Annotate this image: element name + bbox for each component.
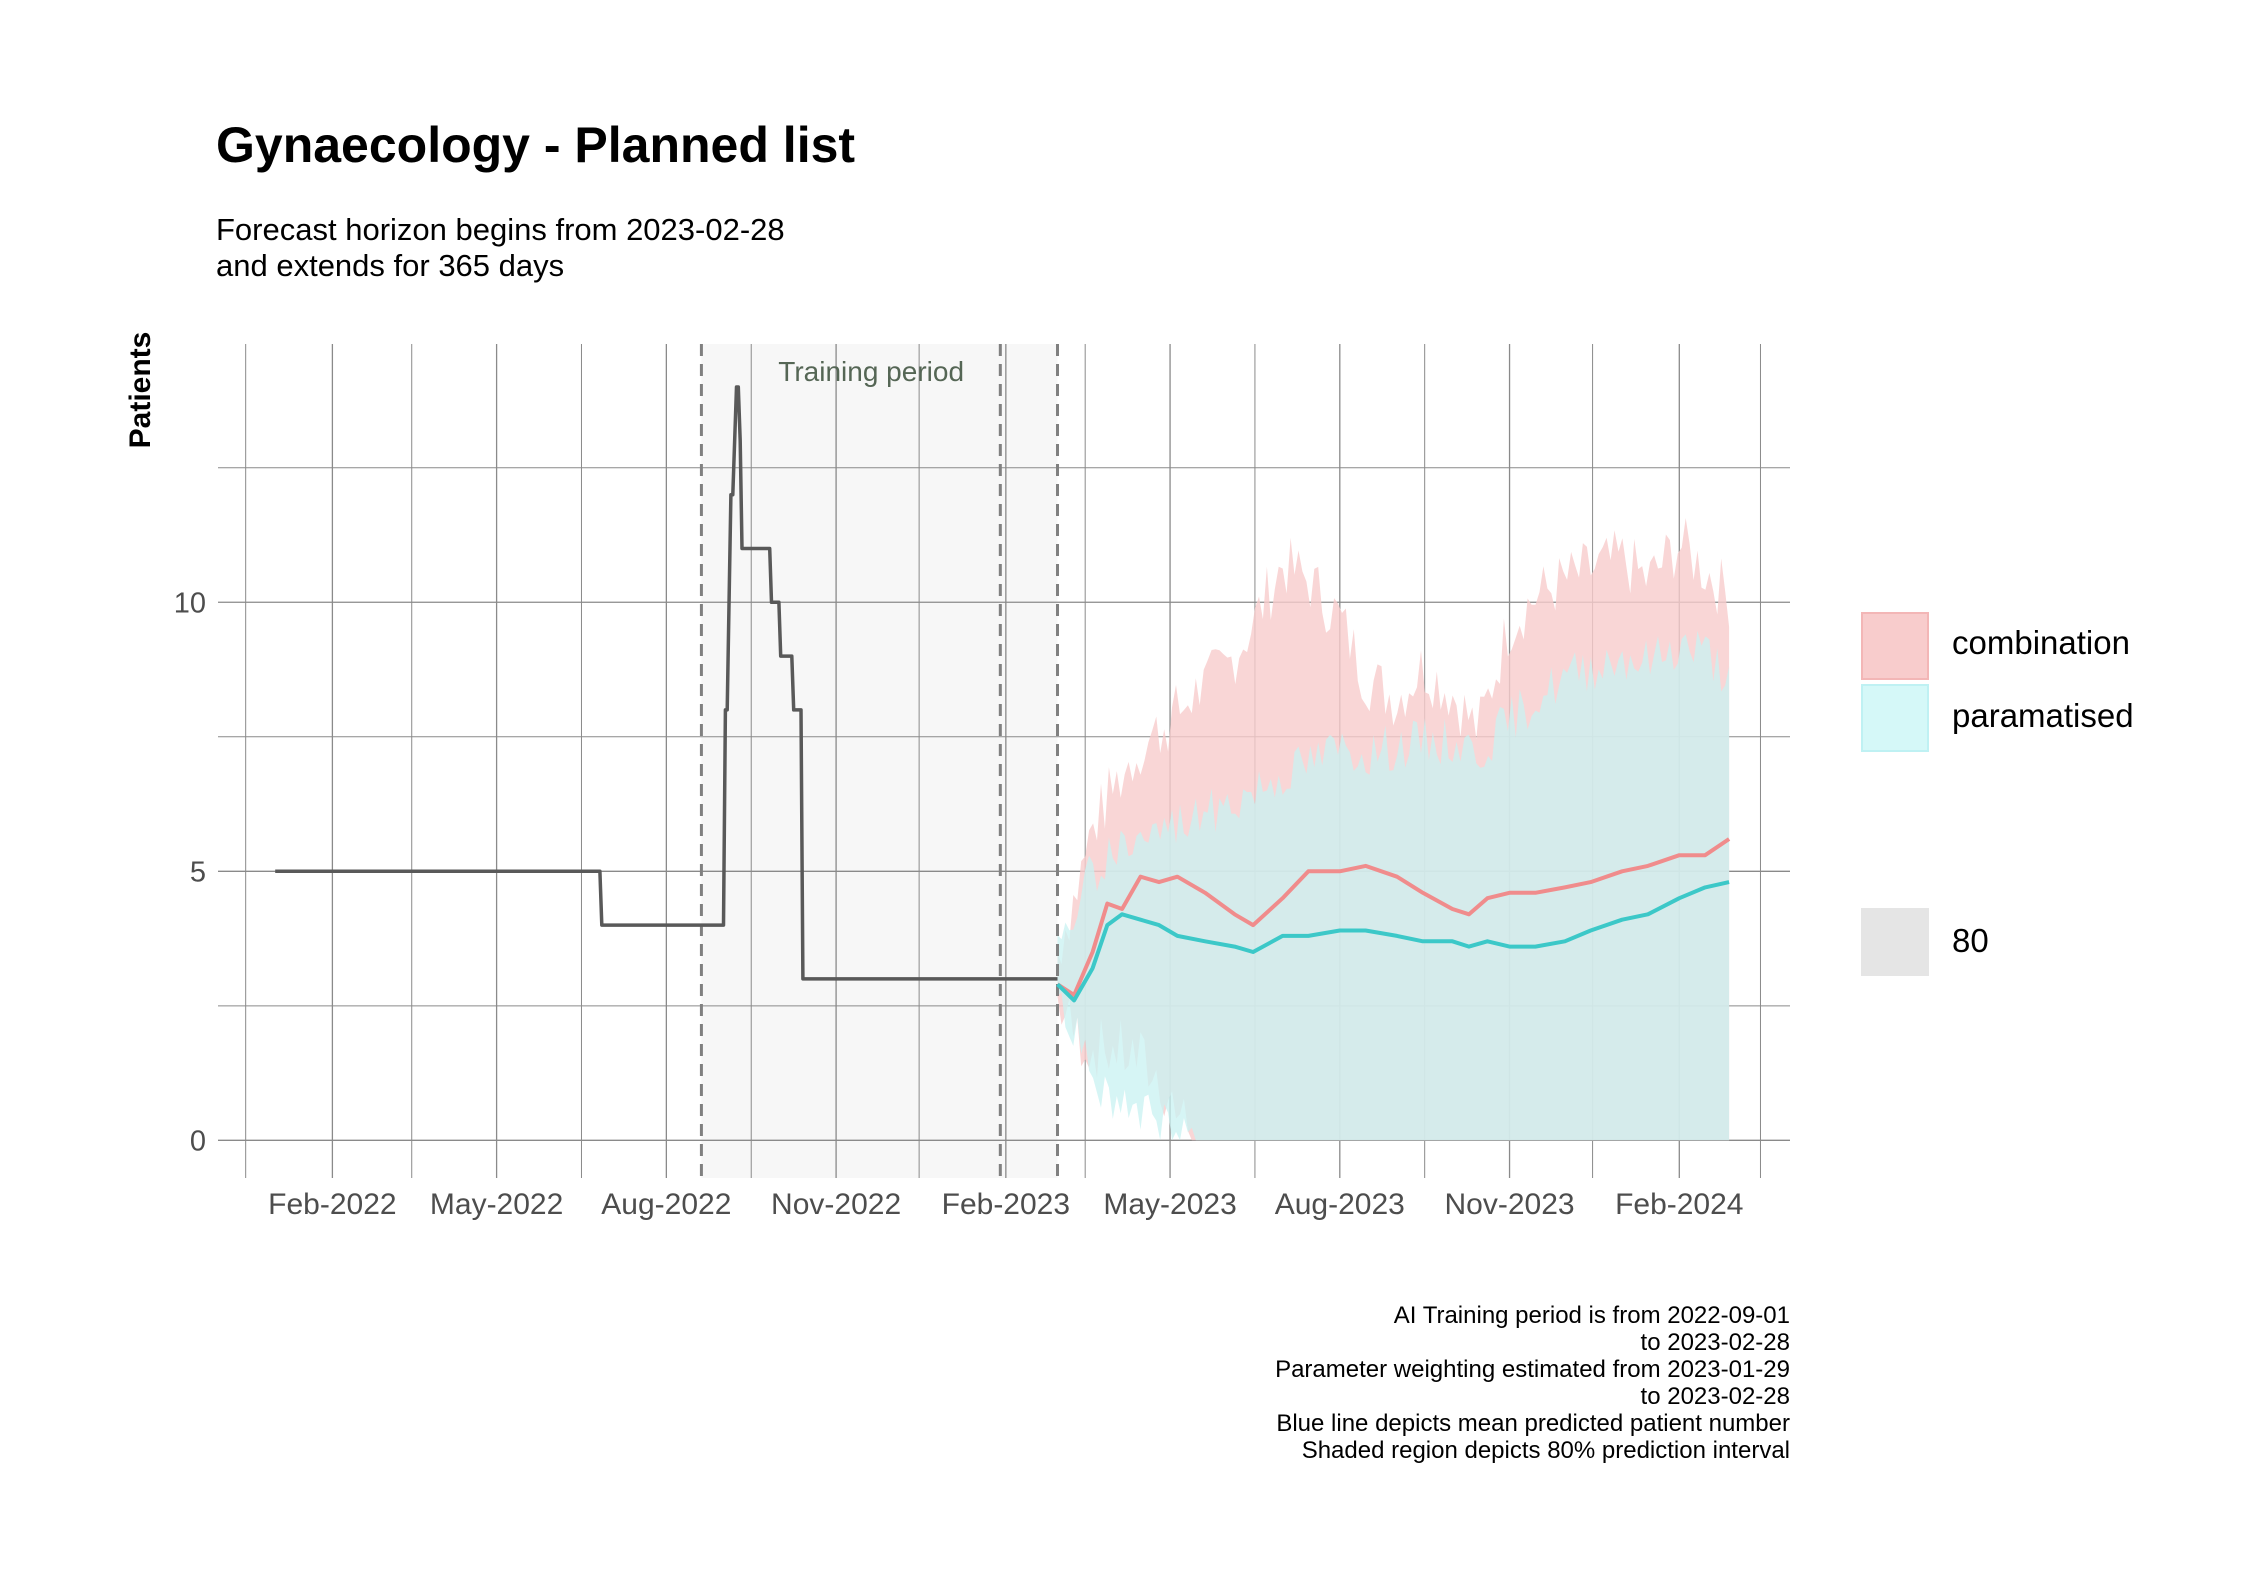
caption-line-5: Blue line depicts mean predicted patient… xyxy=(1276,1410,1790,1437)
series-line-combination xyxy=(1056,837,1731,998)
x-tick-label: Feb-2022 xyxy=(268,1188,396,1221)
legend-key-level-80 xyxy=(1861,908,1929,976)
x-tick-label: Nov-2022 xyxy=(771,1188,901,1221)
caption-line-3: Parameter weighting estimated from 2023-… xyxy=(1275,1356,1790,1383)
x-tick-label: Aug-2023 xyxy=(1275,1188,1405,1221)
x-tick-label: May-2023 xyxy=(1103,1188,1236,1221)
subtitle-line-1: Forecast horizon begins from 2023-02-28 xyxy=(216,212,785,247)
chart-title: Gynaecology - Planned list xyxy=(216,117,856,173)
caption-line-2: to 2023-02-28 xyxy=(1640,1329,1790,1356)
legend-key-combination xyxy=(1861,612,1929,680)
x-tick-label: Nov-2023 xyxy=(1445,1188,1575,1221)
caption-line-6: Shaded region depicts 80% prediction int… xyxy=(1301,1437,1790,1464)
legend-label-paramatised: paramatised xyxy=(1952,697,2134,734)
legend-label-combination: combination xyxy=(1952,624,2130,661)
series-line-paramatised xyxy=(1056,880,1730,1003)
band-paramatised xyxy=(1057,630,1730,1141)
legend-key-paramatised xyxy=(1861,684,1929,752)
x-tick-label: Aug-2022 xyxy=(601,1188,731,1221)
x-tick-label: May-2022 xyxy=(430,1188,563,1221)
caption-line-1: AI Training period is from 2022-09-01 xyxy=(1393,1302,1790,1329)
observed-line xyxy=(275,385,1058,981)
training-period-label: Training period xyxy=(778,356,964,387)
x-tick-label: Feb-2023 xyxy=(942,1188,1070,1221)
legend-label-level-80: 80 xyxy=(1952,922,1989,959)
y-tick-label: 10 xyxy=(174,587,206,619)
y-tick-label: 5 xyxy=(190,856,206,888)
training-period-shade xyxy=(701,344,1058,1178)
caption-line-4: to 2023-02-28 xyxy=(1640,1383,1790,1410)
y-axis-title: Patients xyxy=(124,332,157,449)
x-tick-label: Feb-2024 xyxy=(1615,1188,1743,1221)
y-tick-label: 0 xyxy=(190,1125,206,1157)
plot-panel: Training period 0 5 10 Feb-2022 May-2022 Aug-2… xyxy=(124,332,1790,1221)
subtitle-line-2: and extends for 365 days xyxy=(216,248,565,283)
